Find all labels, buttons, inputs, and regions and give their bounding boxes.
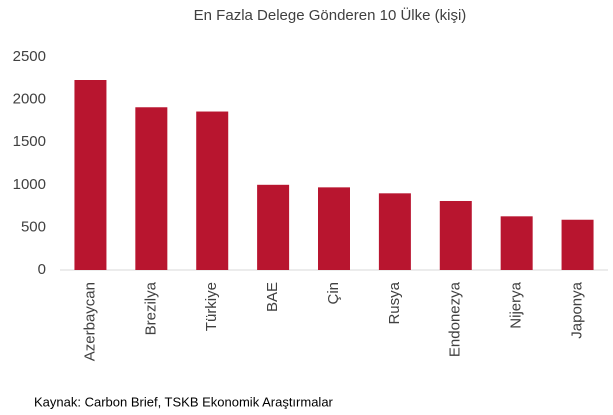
bar: [74, 80, 107, 270]
y-tick-label: 500: [21, 218, 46, 235]
x-tick-label: Türkiye: [203, 282, 220, 331]
bar: [135, 107, 168, 270]
y-tick-label: 1000: [13, 176, 46, 193]
bar: [257, 184, 290, 270]
x-tick-label: Endonezya: [447, 281, 464, 357]
bar: [378, 193, 411, 270]
x-tick-label: Japonya: [569, 281, 586, 338]
x-tick-label: Nijerya: [508, 281, 525, 328]
y-tick-label: 1500: [13, 133, 46, 150]
x-tick-label: BAE: [264, 282, 281, 312]
source-note: Kaynak: Carbon Brief, TSKB Ekonomik Araş…: [34, 394, 334, 409]
bar: [439, 200, 472, 270]
x-tick-label: Rusya: [386, 281, 403, 324]
bar: [500, 216, 533, 270]
x-tick-label: Çin: [325, 282, 342, 305]
chart-title: En Fazla Delege Gönderen 10 Ülke (kişi): [194, 6, 467, 24]
bar: [196, 111, 229, 270]
bar: [318, 187, 350, 270]
y-tick-label: 0: [38, 261, 46, 278]
x-tick-label: Azerbaycan: [81, 282, 98, 361]
y-tick-label: 2500: [13, 48, 46, 65]
y-tick-label: 2000: [13, 91, 46, 108]
bar: [561, 219, 594, 270]
x-tick-label: Brezilya: [142, 281, 159, 335]
